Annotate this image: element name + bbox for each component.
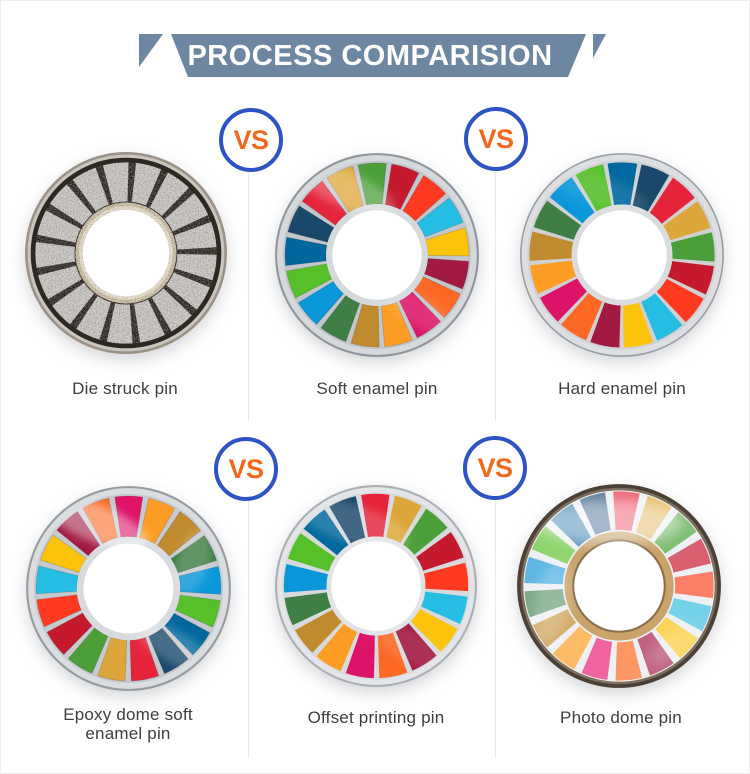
vs-label: VS [228,453,264,484]
pin-label-die-struck: Die struck pin [72,379,178,398]
pin-image-offset-printing [273,483,479,689]
pin-image-die-struck [23,150,229,356]
pin-image-soft-enamel [273,151,481,359]
pin-label-hard-enamel: Hard enamel pin [558,379,686,398]
vs-label: VS [233,124,269,155]
vs-badge: VS [214,437,278,501]
column-divider [495,119,496,421]
vs-badge: VS [219,108,283,172]
pin-image-hard-enamel [518,151,726,359]
column-divider [248,119,249,421]
column-divider [495,447,496,758]
page-title: PROCESS COMPARISION [187,40,553,72]
vs-badge: VS [463,436,527,500]
vs-badge: VS [464,107,528,171]
pin-label-offset-printing: Offset printing pin [307,708,445,727]
header-banner: PROCESS COMPARISION [139,34,609,77]
pin-label-soft-enamel: Soft enamel pin [316,379,438,398]
pin-image-epoxy-dome [24,484,233,693]
banner-ribbon-shape [139,34,606,77]
vs-label: VS [478,123,514,154]
pin-image-photo-dome [515,482,723,690]
vs-label: VS [477,452,513,483]
pin-label-epoxy-dome: Epoxy dome soft enamel pin [63,705,193,744]
pin-label-photo-dome: Photo dome pin [560,708,682,727]
column-divider [248,447,249,758]
